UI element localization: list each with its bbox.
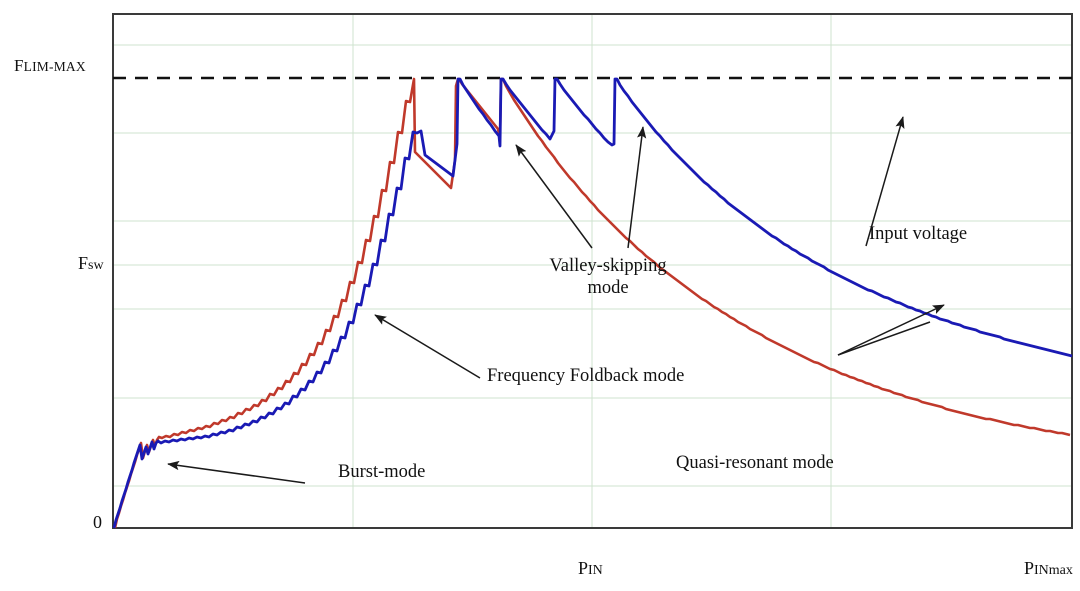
x-axis-label-pinmax: PINmax bbox=[1024, 558, 1073, 579]
flim-max-sub: LIM-MAX bbox=[23, 59, 86, 74]
series-input-voltage-high bbox=[112, 77, 1073, 529]
x-axis-label-pin: PIN bbox=[578, 558, 603, 579]
annotation-leader-lines bbox=[167, 116, 945, 484]
leader-quasi-resonant-arrow bbox=[837, 304, 945, 356]
y-tick-label-zero: 0 bbox=[93, 512, 102, 532]
annotation-input-voltage: Input voltage bbox=[869, 224, 968, 244]
leader-quasi-resonant bbox=[837, 321, 931, 356]
annotation-valley-skipping-line2: mode bbox=[587, 277, 629, 298]
annotation-burst-mode: Burst-mode bbox=[338, 462, 426, 482]
annotation-frequency-foldback-mode: Frequency Foldback mode bbox=[487, 366, 685, 386]
leader-input-voltage bbox=[865, 116, 905, 247]
annotation-valley-skipping-mode: Valley-skipping mode bbox=[543, 256, 673, 300]
annotation-quasi-resonant-mode: Quasi-resonant mode bbox=[676, 453, 834, 473]
pin-sub: IN bbox=[588, 563, 603, 578]
pin-main: P bbox=[578, 558, 589, 578]
series-input-voltage-low bbox=[113, 77, 1071, 529]
leader-frequency-foldback bbox=[374, 314, 481, 379]
fsw-main: F bbox=[78, 253, 89, 273]
leader-burst-mode bbox=[167, 460, 306, 484]
y-tick-label-fsw: Fsw bbox=[78, 253, 104, 274]
annotation-valley-skipping-line1: Valley-skipping bbox=[549, 256, 667, 276]
flim-max-main: F bbox=[14, 56, 24, 75]
pinmax-main: P bbox=[1024, 558, 1035, 578]
leader-valley-skipping-2 bbox=[627, 126, 647, 249]
y-tick-label-flim-max: FLIM-MAX bbox=[14, 56, 86, 76]
leader-valley-skipping bbox=[515, 144, 593, 249]
plot-frame bbox=[112, 13, 1073, 529]
fsw-sub: sw bbox=[88, 258, 104, 273]
pinmax-sub: INmax bbox=[1034, 563, 1073, 578]
